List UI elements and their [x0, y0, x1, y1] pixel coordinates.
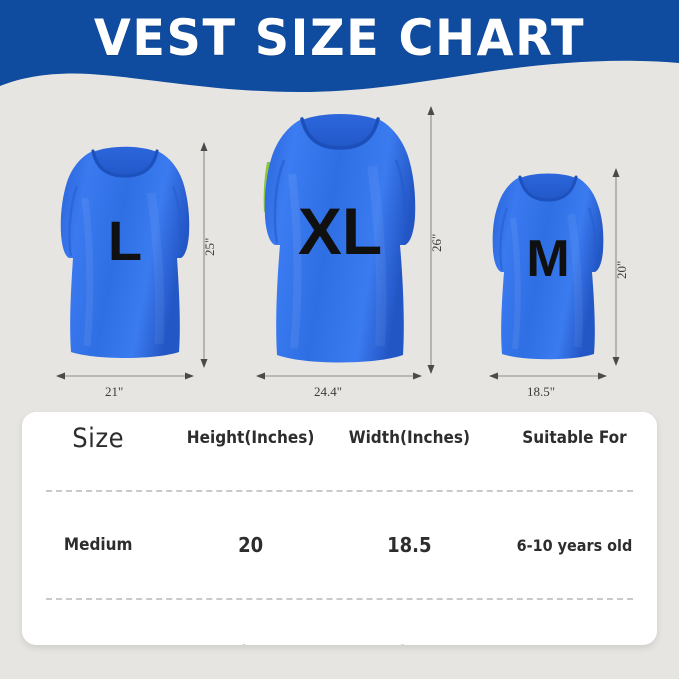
cell-size: Medium [63, 535, 133, 555]
vest-xlarge-width-dimension [256, 372, 422, 380]
cell-suitable-for: 6-10 years old [516, 535, 633, 555]
cell-size: Large [22, 626, 174, 645]
column-header-size: Size [72, 422, 125, 454]
vest-medium-graphic: M [492, 173, 604, 360]
table-row: Large 25 21 Teen/Adult [22, 626, 657, 645]
cell-height: 25 [174, 626, 326, 645]
page-title: VEST SIZE CHART [93, 9, 586, 67]
vest-xlarge-width-label: 24.4" [314, 384, 343, 399]
table-header-row: Size Height(Inches) Width(Inches) Suitab… [22, 412, 657, 464]
vest-xlarge-graphic: XL [263, 114, 416, 363]
size-table-card: Size Height(Inches) Width(Inches) Suitab… [22, 412, 657, 645]
header-banner: VEST SIZE CHART [0, 0, 679, 104]
column-header-height: Height(Inches) [186, 428, 315, 448]
cell-width: 21 [327, 626, 492, 645]
banner-wave-shape [0, 0, 679, 92]
dashed-divider [22, 464, 657, 518]
vest-medium-figure: M [487, 166, 609, 366]
vest-large-height-dimension [200, 142, 208, 368]
vest-medium-width-label: 18.5" [527, 384, 556, 399]
vest-medium-height-label: 20" [614, 260, 629, 279]
vest-large-width-label: 21" [105, 384, 124, 399]
vest-large-width-dimension [56, 372, 194, 380]
cell-width: 18.5 [387, 533, 432, 557]
column-header-suitable-for: Suitable For [522, 428, 627, 448]
vest-xlarge-height-dimension [427, 106, 435, 374]
vest-xlarge-figure: XL [258, 104, 422, 372]
vest-large-graphic: L [60, 146, 190, 358]
vest-xlarge-height-label: 26" [429, 233, 444, 252]
cell-height: 20 [238, 533, 264, 557]
dashed-divider [22, 572, 657, 626]
vest-illustrations: L 25" 21" [0, 104, 679, 412]
vest-xlarge-letter: XL [298, 194, 382, 268]
vest-medium-width-dimension [489, 372, 607, 380]
table-row: Medium 20 18.5 6-10 years old [22, 518, 657, 572]
row-separator [22, 464, 657, 518]
column-header-width: Width(Inches) [348, 428, 470, 448]
cell-suitable-for: Teen/Adult [492, 626, 657, 646]
vest-large-figure: L [55, 138, 195, 366]
vest-large-letter: L [108, 209, 142, 272]
row-separator [22, 572, 657, 626]
vest-medium-letter: M [526, 230, 569, 288]
vest-medium-height-dimension [612, 168, 620, 366]
size-table: Size Height(Inches) Width(Inches) Suitab… [22, 412, 657, 645]
vest-large-height-label: 25" [202, 237, 217, 256]
